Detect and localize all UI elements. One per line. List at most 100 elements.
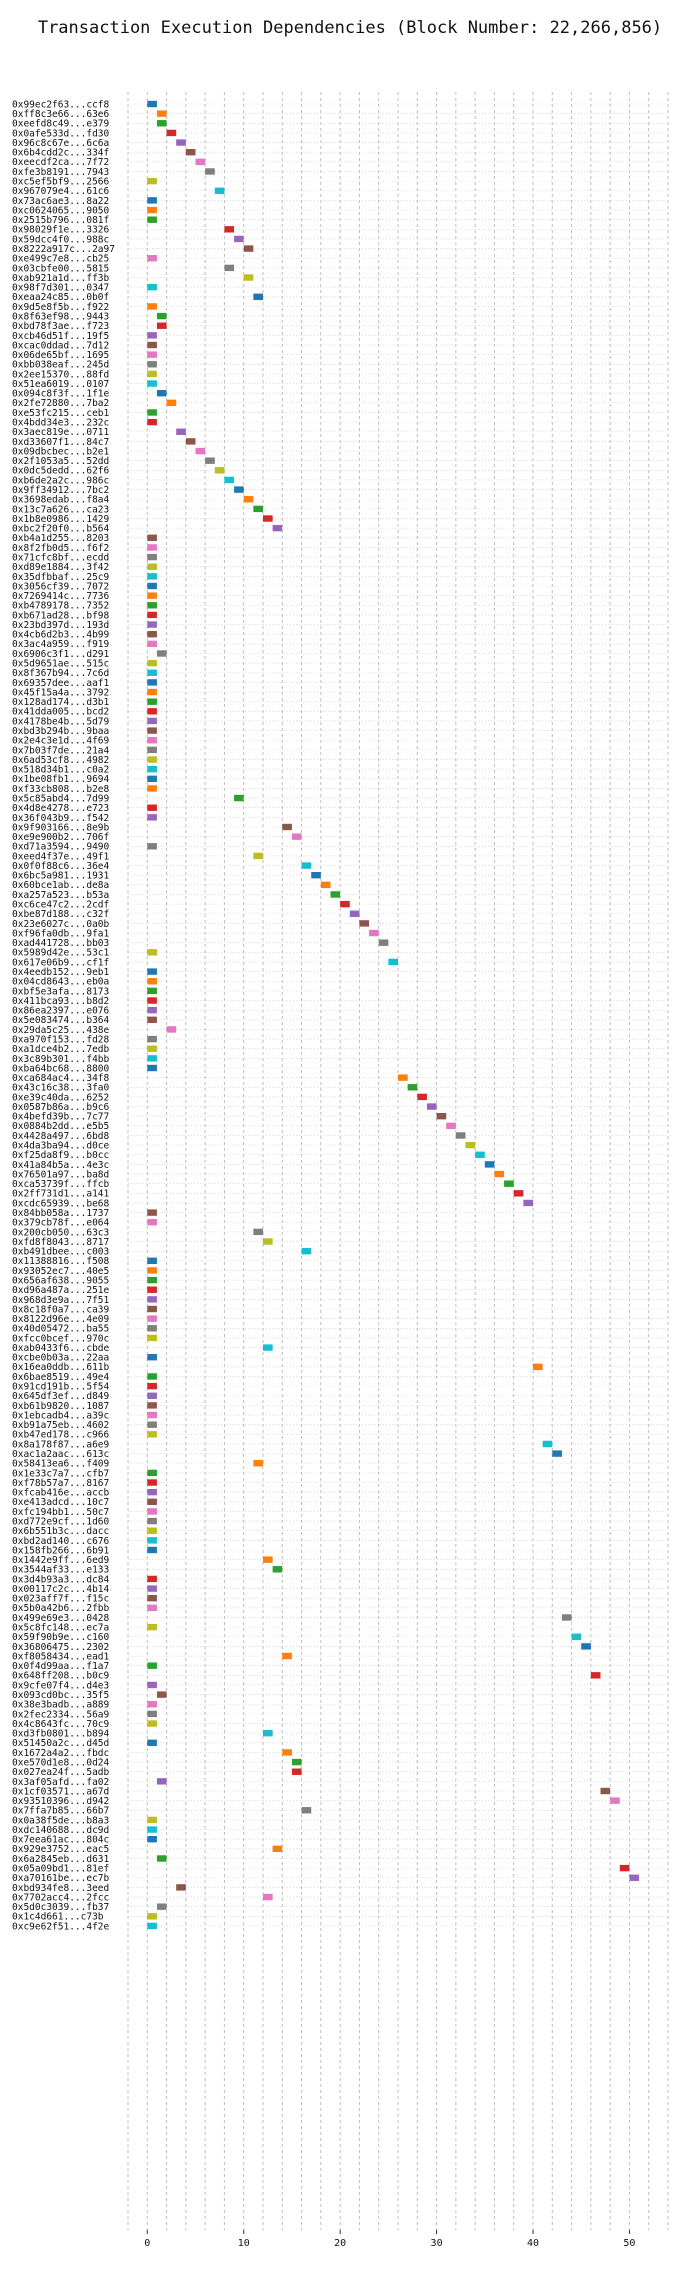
transaction-label: 0xc9e62f51...4f2e (12, 1921, 110, 1932)
transaction-bar (147, 1006, 157, 1014)
transaction-bar (147, 1816, 157, 1824)
transaction-bar (147, 418, 157, 426)
transaction-label: 0xd3fb0801...b894 (12, 1729, 110, 1740)
transaction-label: 0x86ea2397...e076 (12, 1006, 110, 1017)
transaction-bar (272, 1845, 283, 1853)
y-tick-labels: 0x99ec2f63...ccf80xff8c3e66...63e60xeefd… (12, 99, 115, 1932)
transaction-bar (552, 1450, 562, 1457)
transaction-label: 0xb47ed178...c966 (12, 1430, 110, 1441)
transaction-label: 0xd96a487a...251e (12, 1285, 110, 1296)
transaction-label: 0xbe87d188...c32f (12, 909, 109, 920)
transaction-bar (504, 1180, 514, 1187)
transaction-bar (243, 245, 254, 252)
transaction-label: 0x40d05472...ba55 (12, 1324, 109, 1335)
transaction-bar (147, 1055, 157, 1062)
transaction-bar (243, 496, 254, 503)
transaction-label: 0x4cb6d2b3...4b99 (12, 630, 110, 641)
transaction-bar (147, 1922, 157, 1930)
transaction-label: 0x6a2845eb...d631 (12, 1854, 110, 1865)
transaction-bar (147, 1016, 157, 1023)
transaction-bar (147, 640, 157, 648)
transaction-bar (147, 553, 157, 561)
transaction-bar (147, 1710, 157, 1718)
transaction-bar (147, 1517, 157, 1525)
transaction-bar (581, 1643, 591, 1650)
transaction-bar (147, 351, 157, 358)
transaction-bar (320, 881, 331, 889)
transaction-bar (147, 1257, 157, 1264)
transaction-bar (147, 1382, 157, 1390)
transaction-bar (185, 438, 196, 445)
transaction-label: 0x7b03f7de...21a4 (12, 745, 110, 756)
transaction-label: 0x518d34b1...c0a2 (12, 765, 109, 776)
transaction-label: 0x499e69e3...0428 (12, 1613, 110, 1624)
transaction-bar (340, 900, 350, 908)
transaction-label: 0xac1a2aac...613c (12, 1449, 109, 1460)
transaction-bar (272, 1566, 283, 1573)
transaction-label: 0xe9e900b2...706f (12, 832, 109, 843)
transaction-label: 0x3544af33...e133 (12, 1565, 109, 1576)
transaction-label: 0xd71a3594...9490 (12, 842, 110, 853)
transaction-bar (156, 390, 167, 397)
transaction-bar (253, 505, 263, 513)
transaction-label: 0x0587b86a...b9c6 (12, 1102, 110, 1113)
transaction-label: 0x1b8e0986...1429 (12, 514, 110, 525)
transaction-bar (147, 1913, 157, 1920)
transaction-bar (234, 235, 244, 243)
transaction-bar (291, 1768, 302, 1775)
transaction-label: 0x93510396...d942 (12, 1796, 109, 1807)
transaction-label: 0xca684ac4...34f8 (12, 1073, 110, 1084)
transaction-bar (147, 1276, 157, 1284)
transaction-label: 0xb4a1d255...8203 (12, 533, 109, 544)
transaction-label: 0x4c8643fc...70c9 (12, 1719, 110, 1730)
transaction-label: 0x158fb266...6b91 (12, 1545, 110, 1556)
transaction-bar (205, 168, 215, 175)
transaction-bar (147, 544, 157, 551)
transaction-label: 0x023aff7f...f15c (12, 1594, 109, 1605)
transaction-label: 0x2515b796...081f (12, 215, 109, 226)
transaction-bar (494, 1170, 505, 1178)
transaction-bar (147, 1479, 157, 1486)
transaction-label: 0x3d4b93a3...dc84 (12, 1574, 110, 1585)
transaction-bar (147, 1296, 157, 1303)
transaction-bar (571, 1633, 582, 1640)
transaction-label: 0xca53739f...ffcb (12, 1179, 110, 1190)
transaction-label: 0xc0624065...9050 (12, 205, 110, 216)
transaction-label: 0x43c16c38...3fa0 (12, 1083, 110, 1094)
transaction-label: 0x4428a497...6bd8 (12, 1131, 110, 1142)
transaction-label: 0xad441728...bb03 (12, 938, 109, 949)
transaction-bar (156, 120, 167, 127)
transaction-label: 0x93052ec7...40e5 (12, 1266, 109, 1277)
transaction-bar (147, 534, 157, 541)
transaction-bar (147, 1604, 157, 1612)
transaction-bar (147, 1595, 157, 1602)
transaction-label: 0x59dcc4f0...988c (12, 234, 109, 245)
transaction-label: 0x99ec2f63...ccf8 (12, 99, 110, 110)
transaction-label: 0x968d3e9a...7f51 (12, 1295, 110, 1306)
transaction-bar (147, 698, 157, 705)
transaction-bar (214, 467, 225, 474)
transaction-bar (147, 1392, 157, 1399)
transaction-bar (176, 139, 186, 146)
transaction-label: 0x6bc5a981...1931 (12, 871, 110, 882)
transaction-label: 0xcbe0b03a...22aa (12, 1353, 109, 1364)
transaction-bar (156, 650, 167, 657)
transaction-bar (147, 775, 157, 782)
transaction-bar (147, 1546, 157, 1554)
transaction-bar (147, 659, 157, 667)
transaction-label: 0xb91a75eb...4602 (12, 1420, 109, 1431)
transaction-bar (272, 524, 283, 532)
bar-layer (147, 100, 640, 1930)
transaction-label: 0x5d9651ae...515c (12, 659, 109, 670)
transaction-label: 0x0f0f88c6...36e4 (12, 861, 110, 872)
transaction-label: 0x4befd39b...7c77 (12, 1112, 109, 1123)
transaction-label: 0x2ee15370...88fd (12, 369, 109, 380)
transaction-bar (147, 1498, 157, 1505)
transaction-label: 0x36806475...2302 (12, 1642, 109, 1653)
transaction-bar (176, 1884, 186, 1891)
transaction-label: 0x645df3ef...d849 (12, 1391, 110, 1402)
transaction-bar (147, 1508, 157, 1515)
transaction-label: 0x7269414c...7736 (12, 591, 110, 602)
transaction-bar (147, 968, 157, 975)
transaction-label: 0x8f367b94...7c6d (12, 668, 109, 679)
